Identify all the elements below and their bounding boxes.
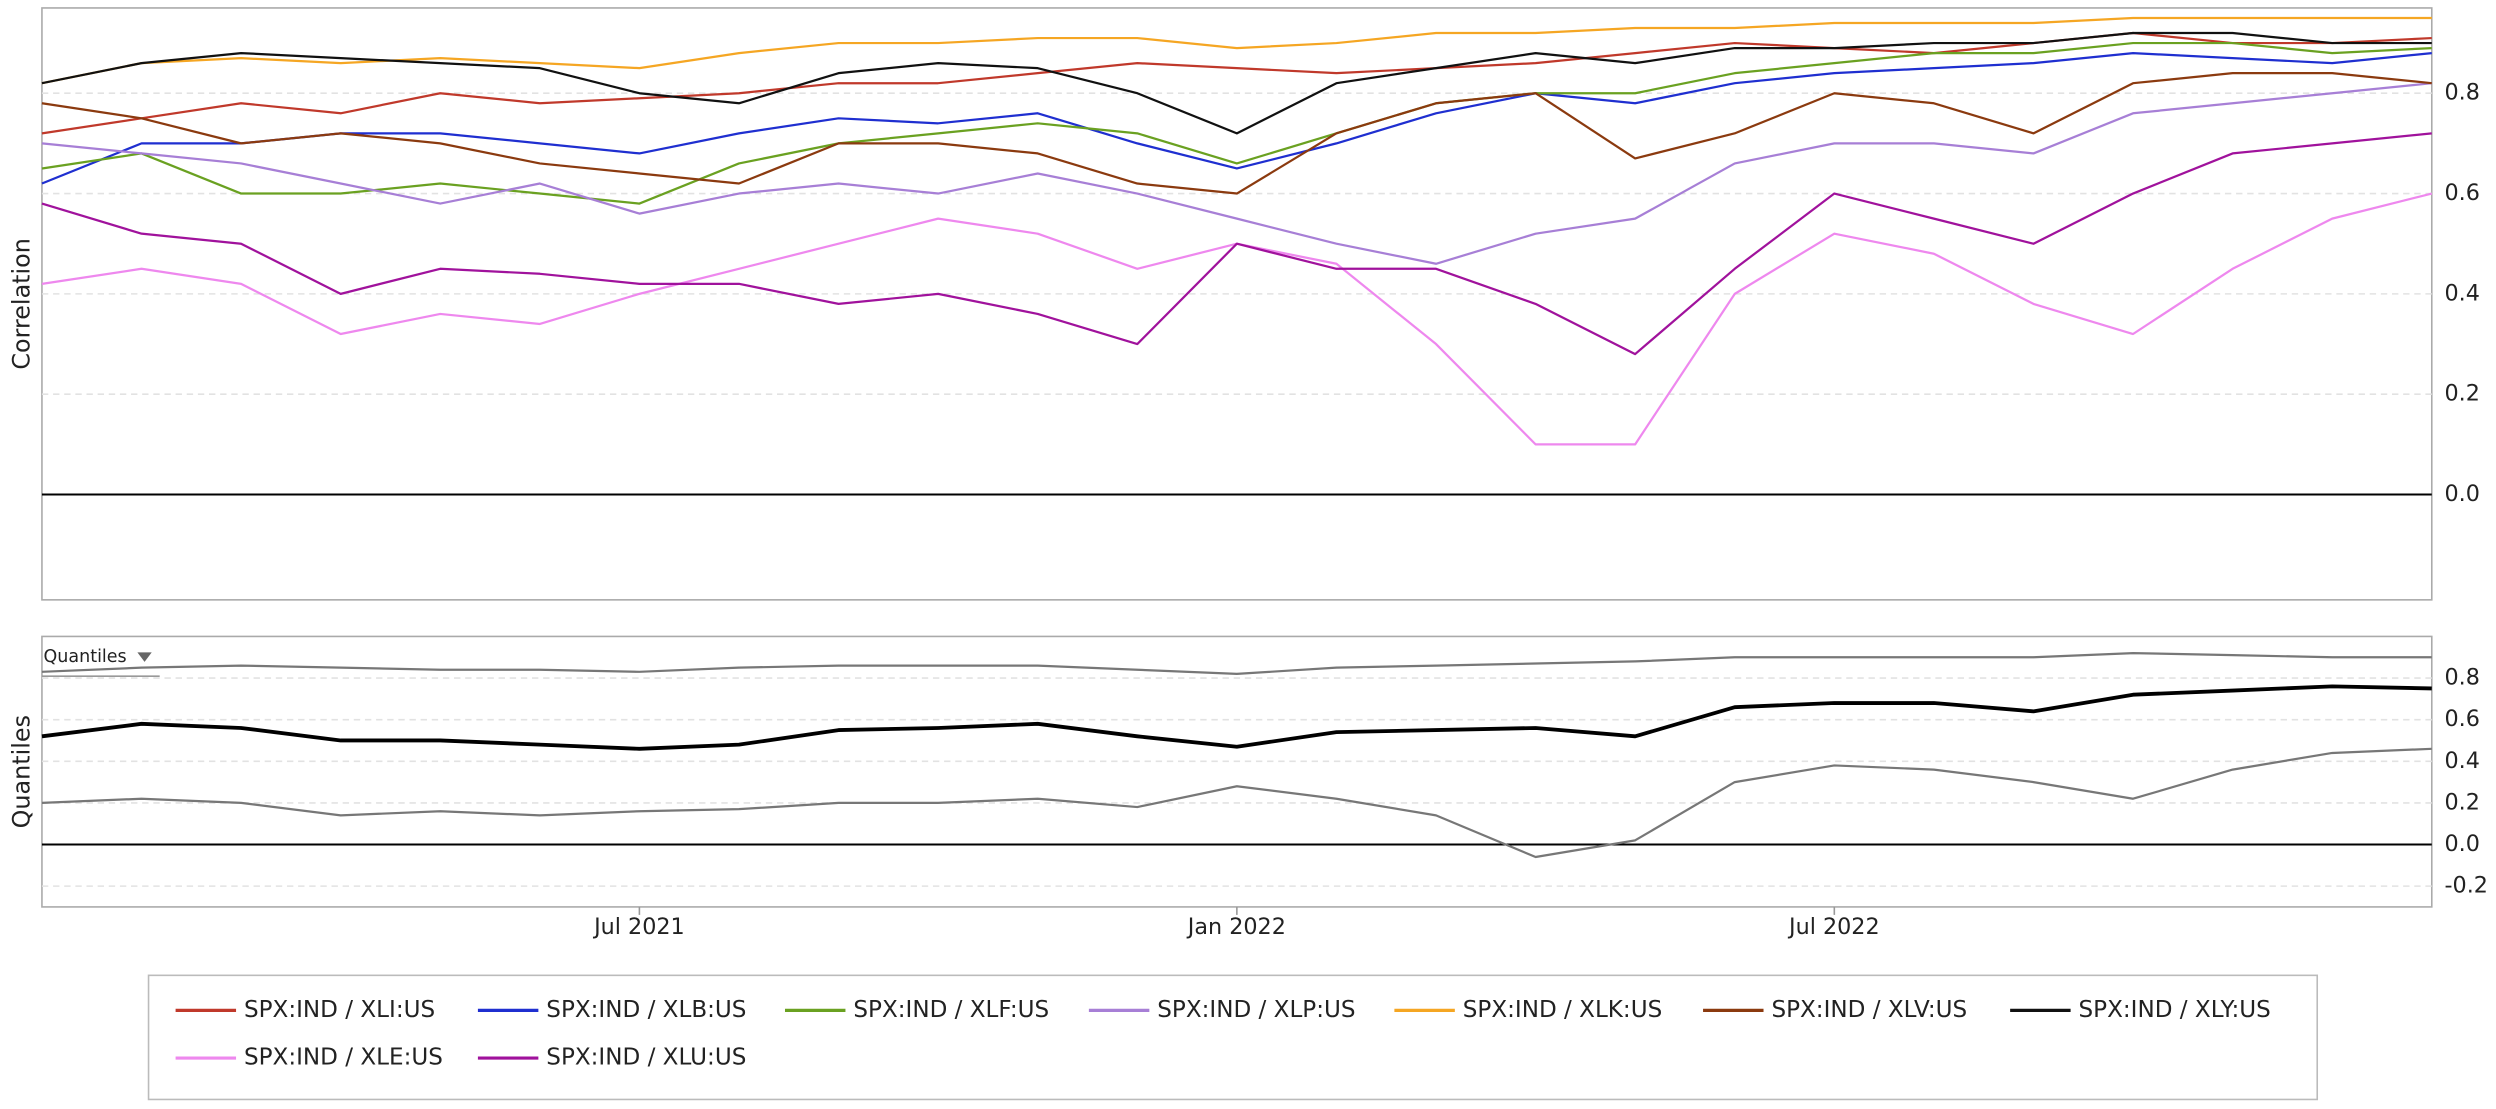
legend-label: SPX:IND / XLE:US — [244, 1045, 443, 1071]
series-line — [41, 31, 2432, 135]
quantile-selector[interactable]: Quantiles — [41, 647, 160, 678]
dropdown-arrow[interactable] — [137, 652, 152, 662]
top-panel — [41, 7, 2433, 601]
series-line — [41, 82, 2432, 265]
series-group — [41, 651, 2432, 859]
legend-label: SPX:IND / XLY:US — [2079, 997, 2271, 1023]
legend-label: SPX:IND / XLV:US — [1771, 997, 1967, 1023]
legend-label: SPX:IND / XLI:US — [244, 997, 435, 1023]
y-tick-label: 0.6 — [2445, 180, 2480, 206]
x-tick-label: Jul 2022 — [1787, 914, 1880, 940]
y-tick-label: 0.4 — [2445, 280, 2480, 306]
series-line — [41, 16, 2432, 85]
series-line — [41, 684, 2432, 751]
x-tick-label: Jan 2022 — [1186, 914, 1286, 940]
series-group — [41, 16, 2433, 446]
legend-label: SPX:IND / XLP:US — [1157, 997, 1355, 1023]
series-line — [41, 651, 2432, 676]
y-axis-label: Quantiles — [7, 715, 35, 828]
legend-label: SPX:IND / XLB:US — [546, 997, 746, 1023]
legend-label: SPX:IND / XLU:US — [546, 1045, 746, 1071]
y-tick-label: 0.0 — [2445, 831, 2480, 857]
y-tick-label: 0.8 — [2445, 665, 2480, 691]
series-line — [41, 132, 2432, 356]
selector-label[interactable]: Quantiles — [44, 647, 127, 667]
series-line — [41, 72, 2432, 195]
y-tick-label: 0.6 — [2445, 706, 2480, 732]
y-tick-label: 0.8 — [2445, 80, 2480, 106]
bottom-panel — [41, 635, 2433, 908]
legend-label: SPX:IND / XLF:US — [853, 997, 1049, 1023]
y-tick-label: 0.4 — [2445, 748, 2480, 774]
series-line — [41, 747, 2432, 859]
y-axis-label: Correlation — [7, 238, 35, 370]
x-tick-label: Jul 2021 — [592, 914, 685, 940]
legend-box — [147, 974, 2319, 1101]
series-line — [41, 41, 2432, 205]
y-tick-label: 0.2 — [2445, 789, 2480, 815]
legend-label: SPX:IND / XLK:US — [1463, 997, 1662, 1023]
y-tick-label: 0.0 — [2445, 481, 2480, 507]
y-tick-label: -0.2 — [2445, 873, 2488, 899]
y-tick-label: 0.2 — [2445, 381, 2480, 407]
series-line — [41, 51, 2432, 185]
